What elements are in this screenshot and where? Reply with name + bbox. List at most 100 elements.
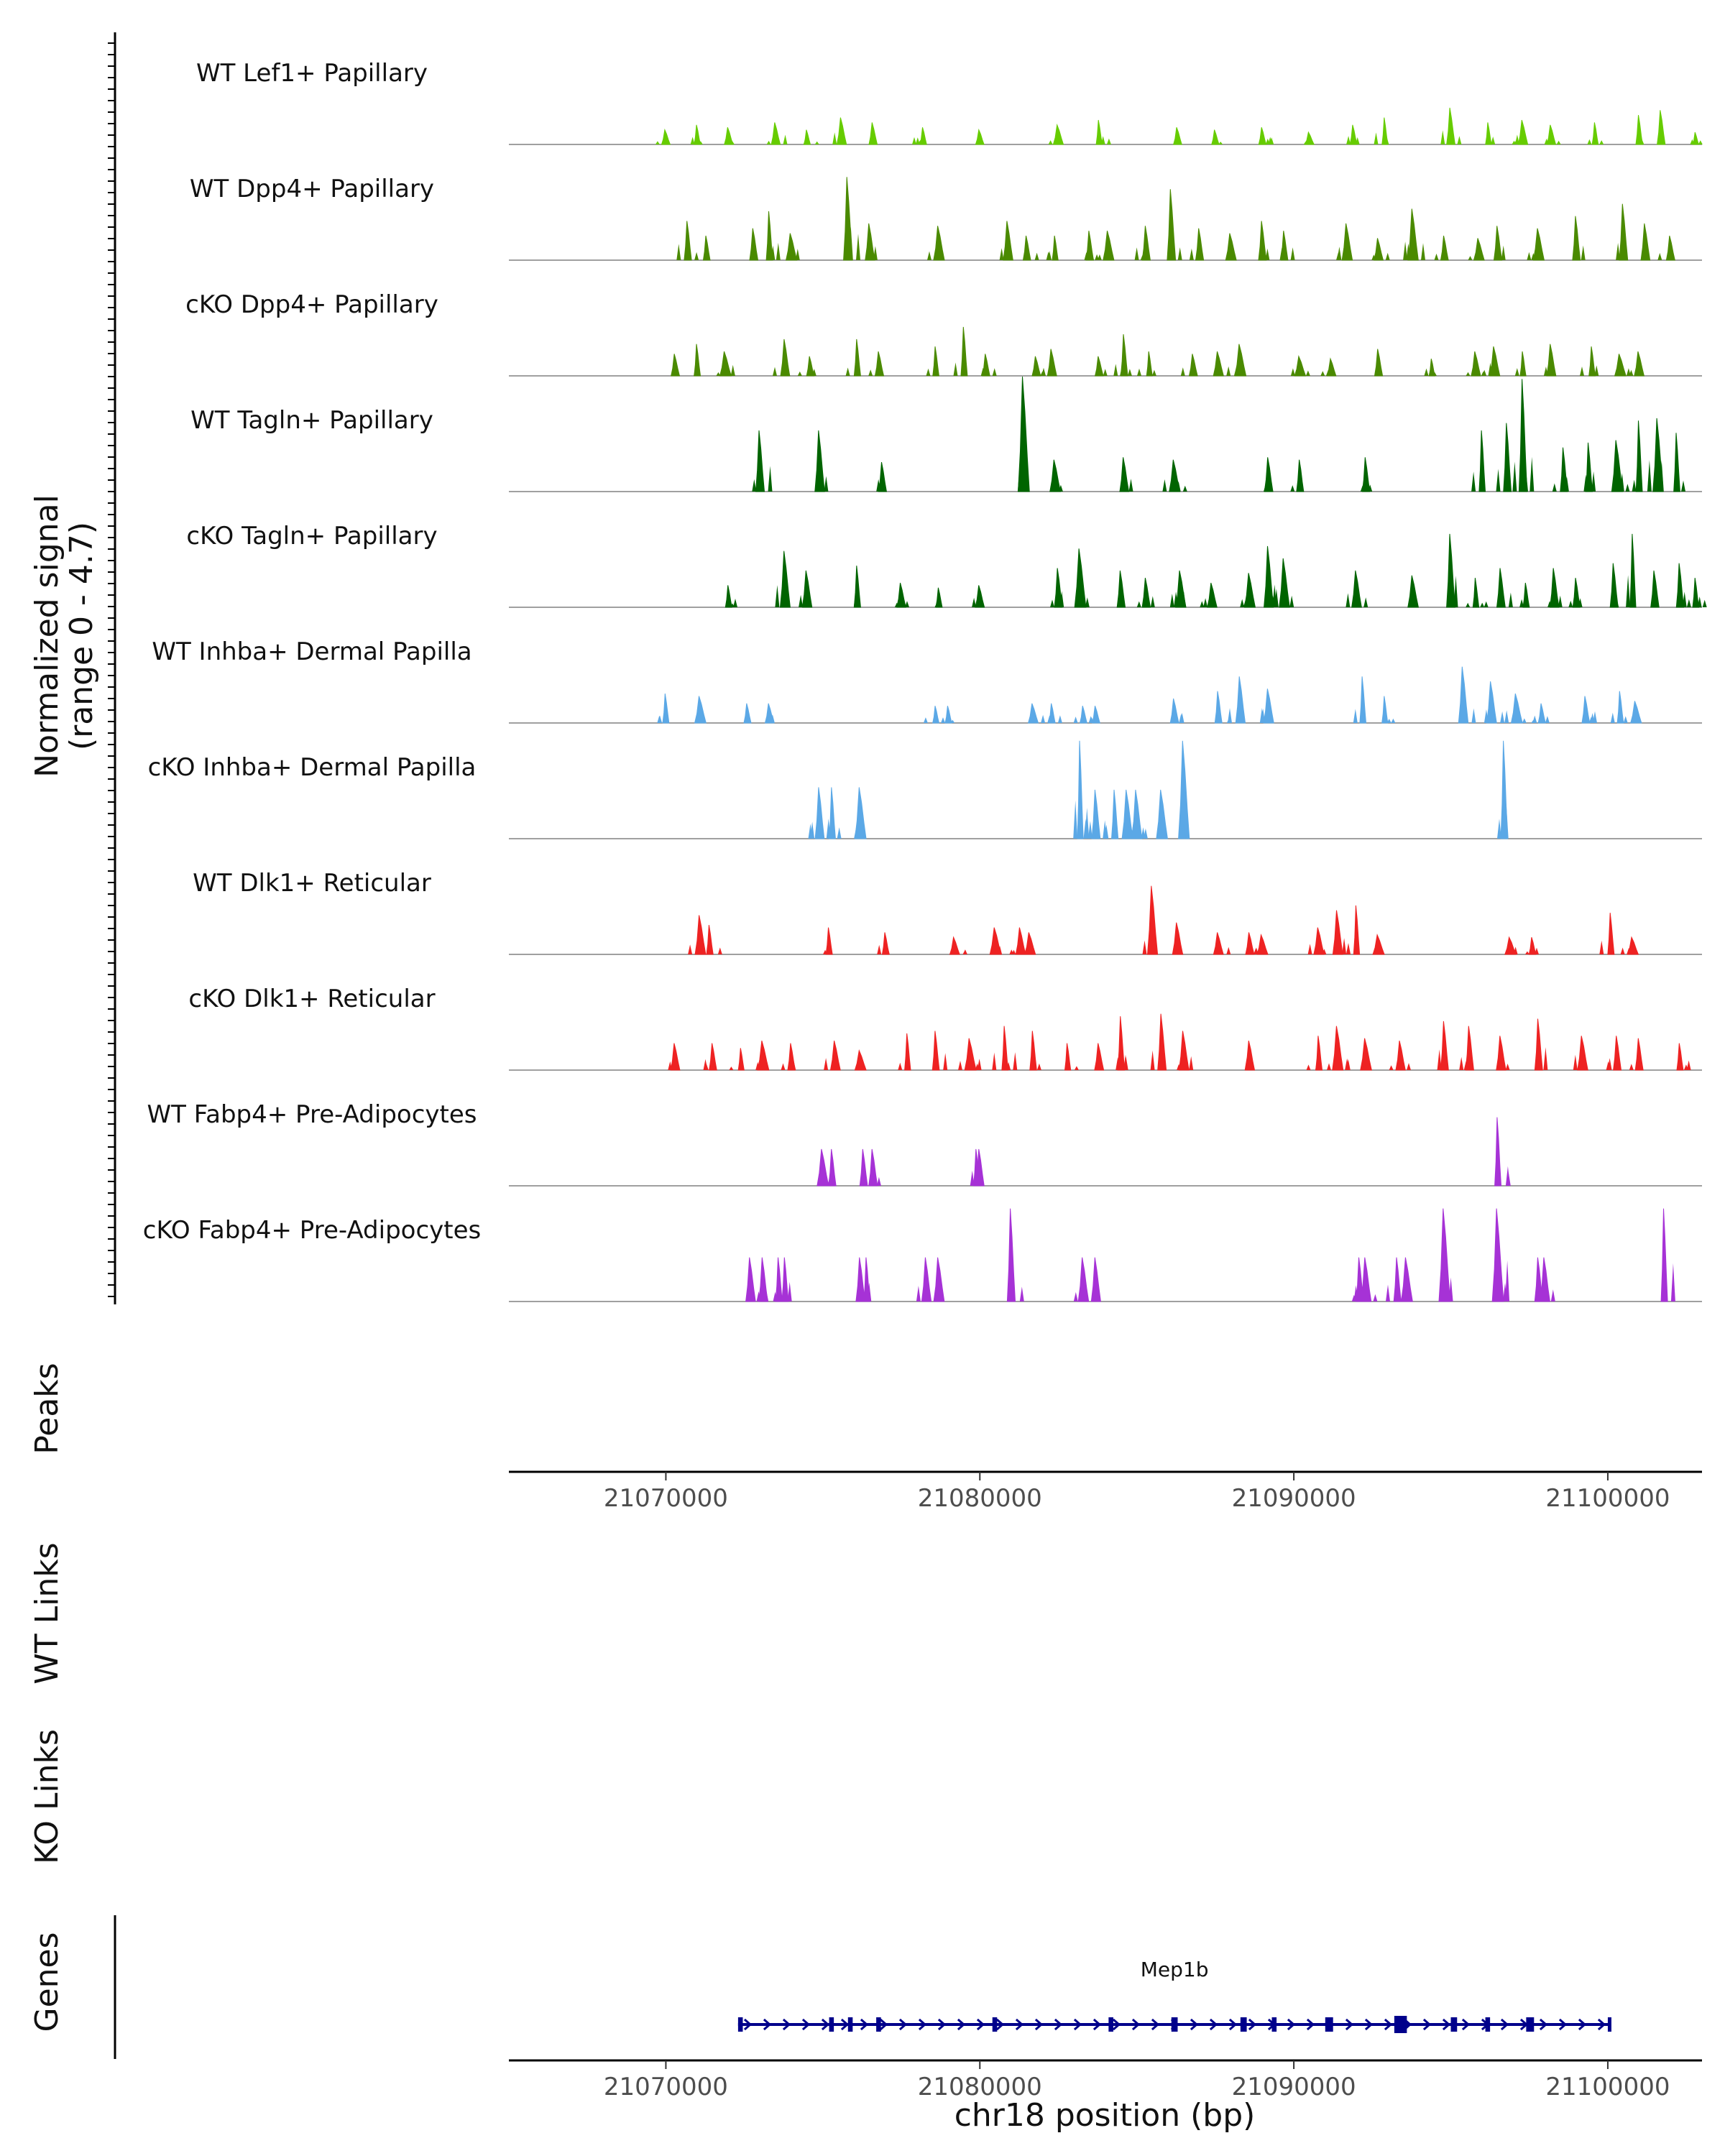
signal-peak-shoulder xyxy=(1626,575,1631,607)
signal-peak-shoulder xyxy=(1106,138,1111,144)
signal-peak xyxy=(904,1033,911,1071)
signal-peak xyxy=(1407,575,1420,608)
signal-peak xyxy=(1458,666,1469,724)
signal-peak-shoulder xyxy=(1453,576,1458,607)
signal-peak-shoulder xyxy=(750,1292,755,1302)
strand-arrow xyxy=(1597,2018,1606,2031)
signal-peak-shoulder xyxy=(1019,949,1024,954)
signal-peak xyxy=(1022,235,1031,261)
signal-peak xyxy=(671,354,681,377)
signal-peak-shoulder xyxy=(848,226,853,260)
signal-peak-shoulder xyxy=(1055,141,1059,144)
signal-peak xyxy=(1091,789,1101,839)
signal-peak xyxy=(1001,1026,1009,1071)
signal-peak-shoulder xyxy=(1466,372,1471,376)
signal-peak-shoulder xyxy=(1229,254,1234,260)
signal-peak xyxy=(709,1043,717,1071)
signal-peak-shoulder xyxy=(1176,481,1181,492)
signal-peak xyxy=(1353,905,1361,955)
signal-peak xyxy=(944,706,952,724)
gene-exon xyxy=(847,2017,853,2032)
signal-peak xyxy=(1650,570,1660,608)
signal-peak-shoulder xyxy=(1269,137,1274,144)
signal-peak xyxy=(1361,457,1371,492)
signal-peak-shoulder xyxy=(811,369,816,376)
signal-peak xyxy=(1296,459,1305,492)
signal-peak-shoulder xyxy=(980,367,985,376)
signal-peak-shoulder xyxy=(730,141,735,144)
signal-peak-shoulder xyxy=(1376,369,1381,376)
signal-peak-shoulder xyxy=(1468,256,1473,260)
signal-peak-shoulder xyxy=(1177,247,1182,260)
signal-peak-shoulder xyxy=(799,594,804,607)
strand-arrow xyxy=(1558,2018,1568,2031)
signal-peak-shoulder xyxy=(775,585,780,607)
signal-peak-shoulder xyxy=(1683,1064,1688,1070)
strand-arrow xyxy=(1131,2018,1141,2031)
signal-peak xyxy=(1211,129,1220,145)
strand-arrow xyxy=(840,2018,850,2031)
signal-peak-shoulder xyxy=(862,1176,868,1186)
strand-arrow xyxy=(1461,2018,1471,2031)
signal-peak-shoulder xyxy=(1448,1277,1453,1302)
signal-peak-shoulder xyxy=(1150,934,1155,954)
signal-peak-shoulder xyxy=(1374,132,1379,144)
signal-peak-shoulder xyxy=(1658,134,1663,144)
strand-arrow xyxy=(1112,2018,1121,2031)
signal-peak-shoulder xyxy=(1564,476,1569,492)
signal-peak xyxy=(1635,115,1643,145)
signal-peak-shoulder xyxy=(795,249,800,260)
signal-peak xyxy=(1349,124,1358,145)
signal-peak-shoulder xyxy=(1179,714,1184,723)
strand-arrow xyxy=(898,2018,908,2031)
signal-peak-shoulder xyxy=(1626,368,1631,376)
signal-peak xyxy=(1110,789,1119,839)
signal-peak-shoulder xyxy=(676,253,681,260)
signal-peak-shoulder xyxy=(1315,1056,1320,1070)
signal-peak-shoulder xyxy=(1662,1266,1668,1302)
bottom-axis-tick-label: 21100000 xyxy=(1545,2073,1670,2101)
signal-peak-shoulder xyxy=(1391,718,1396,723)
signal-peak-shoulder xyxy=(1384,137,1389,144)
signal-peak-shoulder xyxy=(764,1290,769,1302)
signal-peak-shoulder xyxy=(797,371,802,376)
signal-peak-shoulder xyxy=(1127,369,1132,376)
signal-peak-shoulder xyxy=(837,827,842,839)
signal-peak-shoulder xyxy=(1105,253,1110,260)
signal-peak xyxy=(661,128,671,145)
track-label: WT Tagln+ Papillary xyxy=(190,406,433,435)
signal-peak-shoulder xyxy=(1698,140,1703,144)
signal-peak-shoulder xyxy=(1095,254,1100,260)
signal-peak-shoulder xyxy=(1126,826,1131,839)
signal-peak xyxy=(1473,238,1485,261)
signal-peak-shoulder xyxy=(1081,1293,1086,1302)
strand-arrow xyxy=(782,2018,791,2031)
strand-arrow xyxy=(1539,2018,1548,2031)
signal-peak xyxy=(1496,1036,1506,1071)
signal-peak-shoulder xyxy=(1619,713,1624,723)
signal-peak-shoulder xyxy=(1218,142,1223,144)
track-label: WT Inhba+ Dermal Papilla xyxy=(152,637,472,666)
signal-peak-shoulder xyxy=(1463,1061,1468,1070)
signal-peak xyxy=(1103,230,1115,261)
signal-peak-shoulder xyxy=(1677,587,1682,607)
signal-peak-shoulder xyxy=(1591,471,1596,492)
signal-peak xyxy=(1532,228,1545,261)
signal-peak xyxy=(1528,937,1537,955)
signal-peak-shoulder xyxy=(857,1286,862,1302)
signal-peak-shoulder xyxy=(1259,947,1264,954)
signal-peak xyxy=(1572,216,1581,261)
signal-peak-shoulder xyxy=(877,944,882,954)
signal-peak-shoulder xyxy=(1226,366,1231,376)
signal-peak-shoulder xyxy=(1290,485,1295,492)
signal-peak-shoulder xyxy=(885,946,890,954)
signal-peak-shoulder xyxy=(1629,369,1634,376)
signal-peak-shoulder xyxy=(1305,370,1310,376)
signal-peak-shoulder xyxy=(975,1063,980,1070)
signal-peak xyxy=(1491,1208,1504,1302)
signal-peak-shoulder xyxy=(958,1061,962,1070)
signal-peak-shoulder xyxy=(1228,708,1232,723)
signal-peak-shoulder xyxy=(980,140,985,144)
signal-peak-shoulder xyxy=(827,1177,832,1186)
strand-arrow xyxy=(1209,2018,1218,2031)
